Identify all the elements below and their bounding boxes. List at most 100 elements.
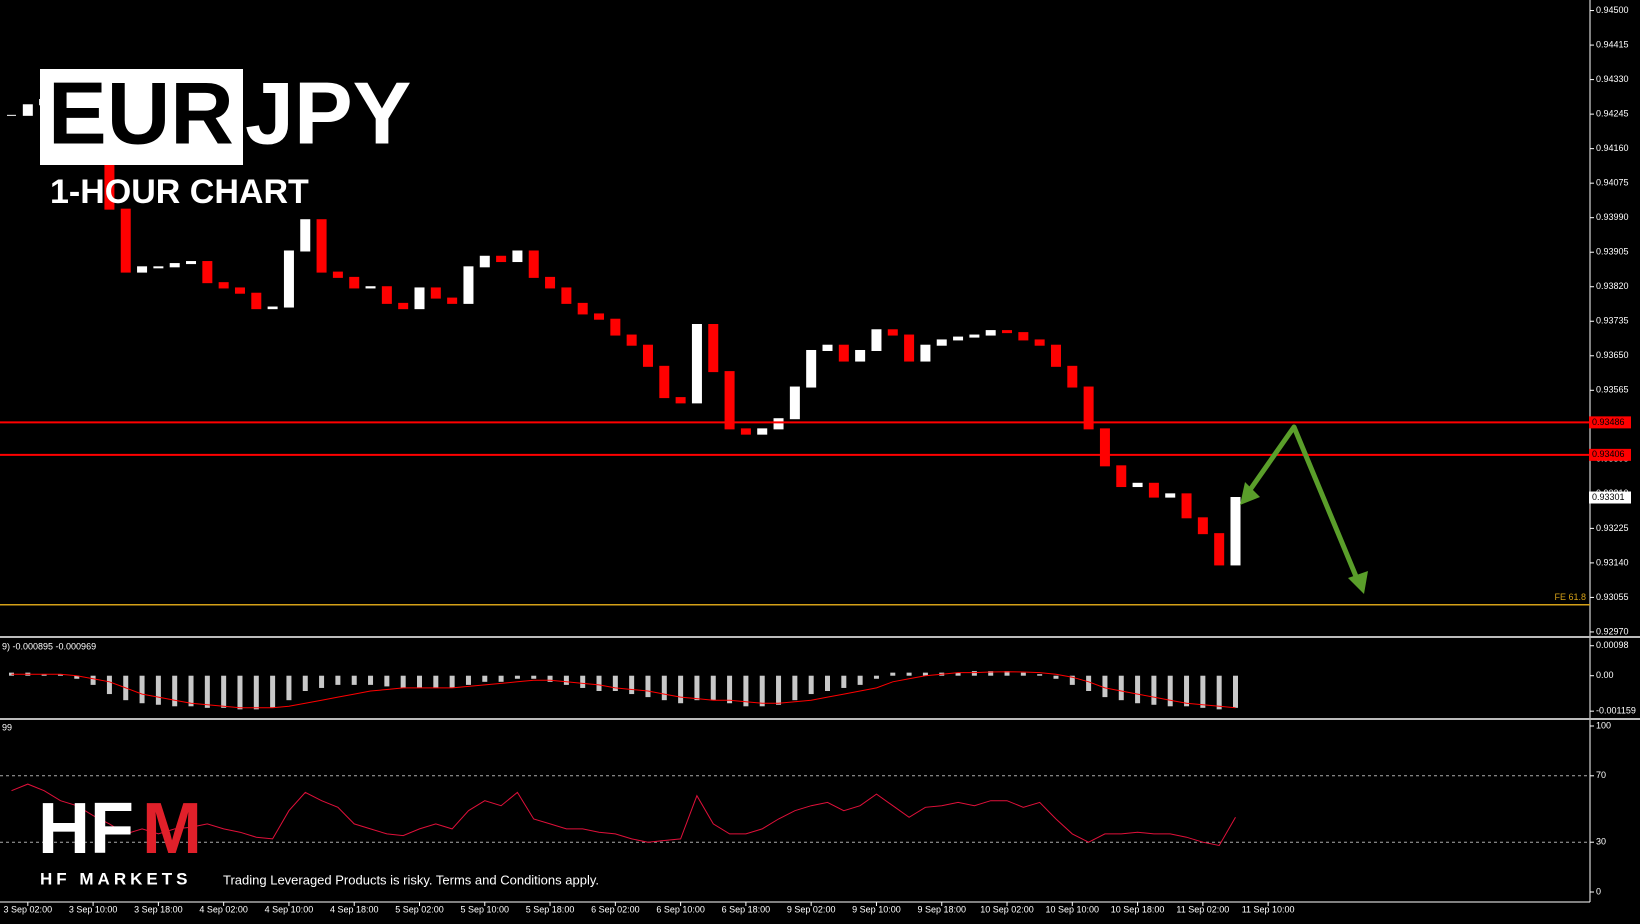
candle-body bbox=[806, 349, 817, 388]
macd-bar bbox=[1004, 671, 1010, 676]
candle-body bbox=[577, 302, 588, 315]
macd-bar bbox=[922, 672, 928, 676]
macd-bar bbox=[1053, 675, 1059, 679]
x-tick-label: 4 Sep 10:00 bbox=[265, 904, 314, 914]
macd-bar bbox=[661, 675, 667, 701]
macd-bar bbox=[417, 675, 422, 688]
y-tick-label: 30 bbox=[1596, 837, 1606, 847]
level-label-box bbox=[1589, 416, 1631, 429]
candle-body bbox=[1018, 332, 1029, 341]
candle-body bbox=[430, 287, 441, 299]
macd-bar bbox=[90, 675, 96, 685]
candle-body bbox=[398, 302, 409, 310]
candle-body bbox=[120, 208, 131, 273]
macd-bar bbox=[335, 675, 341, 685]
candle-body bbox=[1230, 497, 1241, 566]
candle-body bbox=[757, 428, 768, 435]
candle-body bbox=[332, 271, 343, 278]
macd-bar bbox=[319, 675, 325, 688]
macd-bar bbox=[710, 675, 716, 701]
logo-right: M bbox=[142, 789, 202, 869]
candle-body bbox=[659, 365, 670, 399]
candle-body bbox=[251, 292, 262, 310]
candle-body bbox=[463, 266, 474, 304]
x-tick-label: 5 Sep 10:00 bbox=[461, 904, 510, 914]
last-price-box bbox=[1589, 491, 1631, 504]
macd-bar bbox=[221, 675, 227, 708]
macd-bar bbox=[188, 675, 194, 707]
macd-bar bbox=[286, 675, 292, 701]
candle-body bbox=[1148, 482, 1159, 498]
macd-bar bbox=[547, 675, 553, 682]
macd-bar bbox=[971, 671, 977, 676]
macd-bar bbox=[57, 674, 63, 676]
y-tick-label: 0.92970 bbox=[1596, 626, 1629, 636]
y-tick-label: 0.93225 bbox=[1596, 523, 1629, 533]
candle-body bbox=[447, 297, 458, 304]
x-tick-label: 11 Sep 02:00 bbox=[1176, 904, 1229, 914]
x-tick-label: 3 Sep 10:00 bbox=[69, 904, 118, 914]
macd-bar bbox=[808, 675, 814, 695]
macd-bar bbox=[237, 675, 243, 710]
candle-body bbox=[300, 219, 311, 252]
macd-bar bbox=[449, 675, 455, 688]
x-tick-label: 9 Sep 02:00 bbox=[787, 904, 836, 914]
macd-bar bbox=[482, 675, 488, 682]
macd-bar bbox=[694, 675, 700, 701]
macd-bar bbox=[857, 675, 863, 685]
y-tick-label: 0.94160 bbox=[1596, 143, 1629, 153]
macd-bar bbox=[563, 675, 569, 685]
macd-bar bbox=[1102, 675, 1108, 698]
y-tick-label: 0.94500 bbox=[1596, 5, 1629, 15]
macd-bar bbox=[368, 675, 374, 685]
macd-bar bbox=[1069, 675, 1075, 685]
x-tick-label: 6 Sep 18:00 bbox=[722, 904, 771, 914]
macd-bar bbox=[1151, 675, 1157, 705]
macd-bar bbox=[645, 675, 651, 698]
y-tick-label: 0.93990 bbox=[1596, 212, 1629, 222]
candle-body bbox=[887, 329, 898, 336]
macd-bar bbox=[743, 675, 749, 707]
macd-bar bbox=[1200, 675, 1206, 708]
y-tick-label: 70 bbox=[1596, 770, 1606, 780]
macd-bar bbox=[1233, 675, 1238, 708]
level-label: 0.93486 bbox=[1592, 417, 1625, 427]
x-tick-label: 6 Sep 10:00 bbox=[656, 904, 705, 914]
y-tick-label: -0.001159 bbox=[1596, 706, 1636, 716]
y-tick-label: 0.94245 bbox=[1596, 108, 1629, 118]
macd-bar bbox=[139, 675, 145, 704]
macd-bar bbox=[384, 675, 390, 687]
y-tick-label: 0.93905 bbox=[1596, 247, 1629, 257]
candle-body bbox=[349, 276, 360, 289]
macd-bar bbox=[1118, 675, 1124, 701]
macd-bar bbox=[825, 675, 830, 691]
x-tick-label: 5 Sep 02:00 bbox=[395, 904, 444, 914]
macd-bar bbox=[204, 675, 210, 708]
candle-body bbox=[218, 282, 229, 289]
y-tick-label: 0.93140 bbox=[1596, 557, 1629, 567]
candle-body bbox=[1099, 428, 1110, 467]
macd-bar bbox=[678, 675, 684, 704]
candle-body bbox=[528, 250, 539, 278]
macd-bar bbox=[514, 675, 520, 679]
macd-bar bbox=[1216, 675, 1222, 710]
candle-body bbox=[137, 266, 148, 273]
rsi-header: 99 bbox=[2, 722, 12, 732]
company-name: HF MARKETS bbox=[40, 869, 191, 888]
x-tick-label: 3 Sep 18:00 bbox=[134, 904, 183, 914]
candle-body bbox=[773, 418, 784, 430]
macd-bar bbox=[841, 675, 847, 688]
candle-body bbox=[1181, 493, 1192, 519]
candle-body bbox=[1083, 386, 1094, 430]
series-line bbox=[11, 671, 1236, 709]
candle-body bbox=[1214, 533, 1225, 566]
disclaimer: Trading Leveraged Products is risky. Ter… bbox=[223, 872, 599, 887]
y-tick-label: 0.93735 bbox=[1596, 316, 1629, 326]
y-tick-label: 100 bbox=[1596, 720, 1611, 730]
frame bbox=[0, 0, 1640, 903]
macd-bar bbox=[988, 671, 994, 676]
candle-body bbox=[496, 255, 507, 263]
macd-bar bbox=[1037, 674, 1043, 676]
candle-body bbox=[626, 334, 637, 346]
